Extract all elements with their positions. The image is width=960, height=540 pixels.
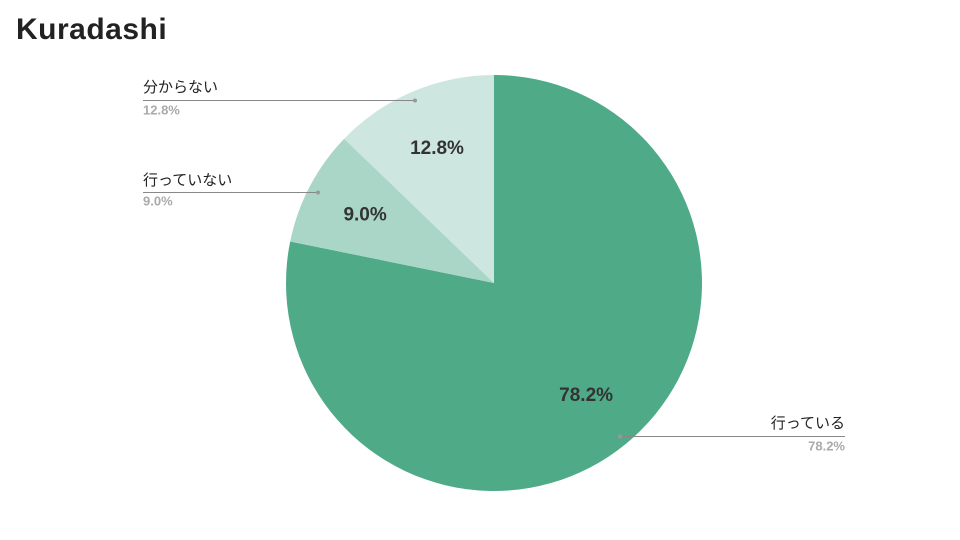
slice-value-label: 9.0% xyxy=(343,204,386,225)
legend-label: 行っていない xyxy=(143,172,232,189)
leader-dot xyxy=(413,98,417,103)
slice-value-label: 12.8% xyxy=(410,138,464,159)
legend-label: 分からない xyxy=(143,79,218,96)
slice-value-label: 78.2% xyxy=(559,385,613,406)
legend-value: 9.0% xyxy=(143,193,173,208)
brand-logo: Kuradashi xyxy=(16,13,167,46)
legend-value: 78.2% xyxy=(808,438,845,453)
pie-slice xyxy=(290,138,494,283)
leader-dot xyxy=(618,434,622,439)
pie-slice xyxy=(344,75,494,283)
leader-dot xyxy=(316,190,320,195)
legend-value: 12.8% xyxy=(143,102,180,117)
legend-label: 行っている xyxy=(771,415,845,432)
